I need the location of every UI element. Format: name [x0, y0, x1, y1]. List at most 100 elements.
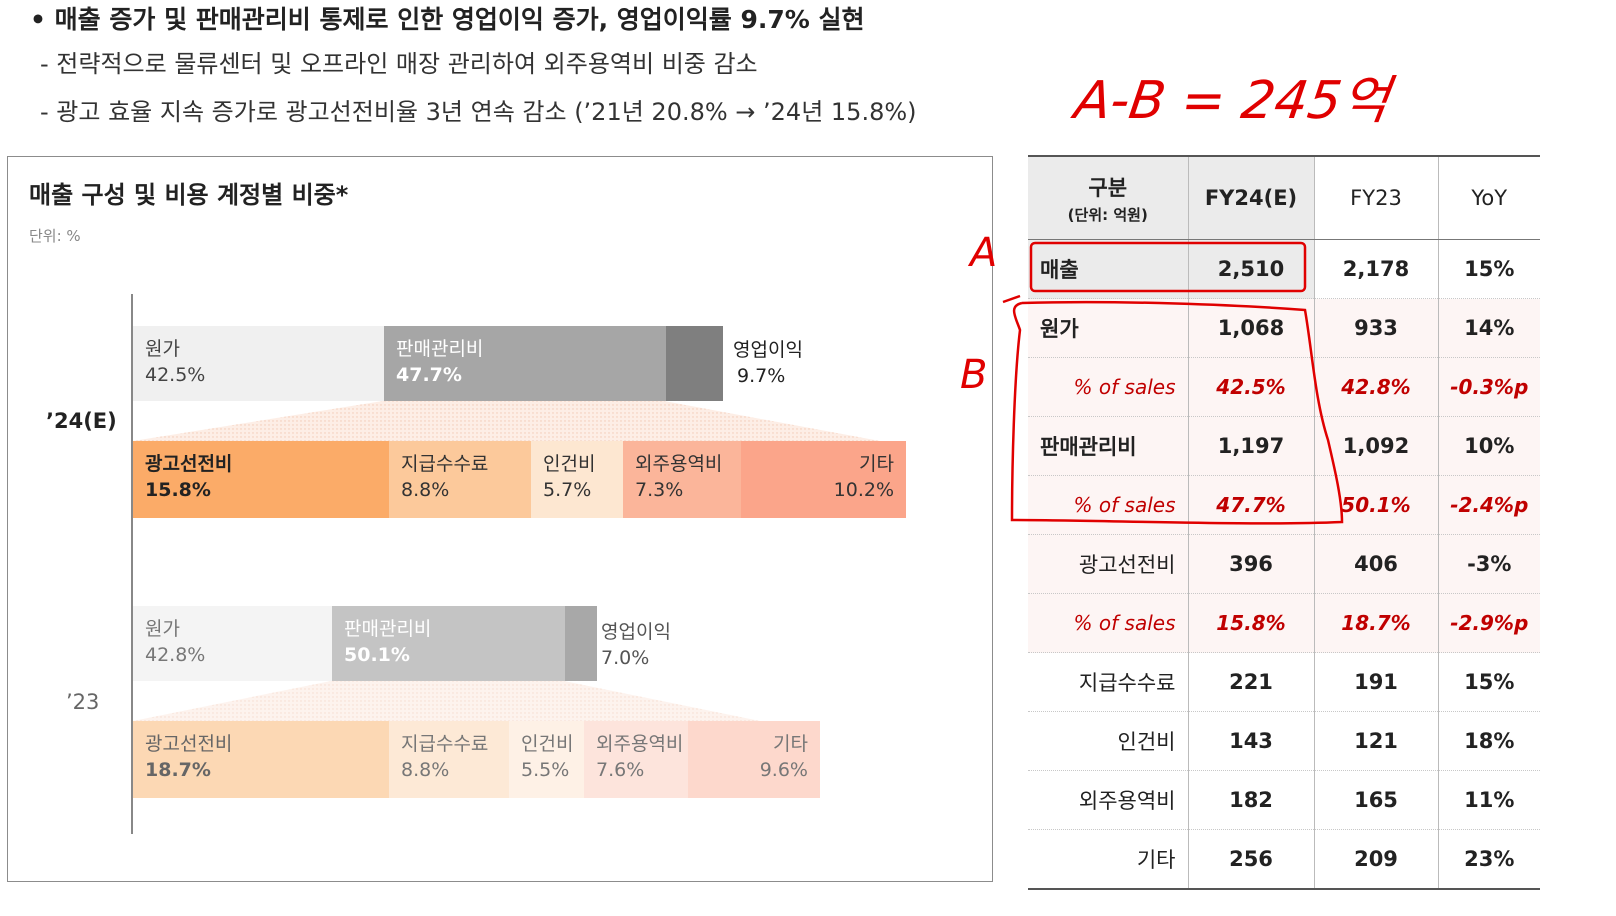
cell-fy23: 191	[1314, 652, 1439, 712]
bar-23-bottom-segment-value: 7.6%	[596, 759, 645, 781]
bar-24-bottom-segment-name: 외주용역비	[635, 453, 723, 475]
bar-24-bottom-segment-value: 7.3%	[635, 479, 684, 501]
table-row: % of sales 15.8% 18.7% -2.9%p	[1028, 593, 1540, 653]
bar-23-top-segment-1: 판매관리비 50.1%	[332, 606, 565, 681]
cell-yoy: 15%	[1438, 239, 1540, 299]
bar-23-bottom-segment-0: 광고선전비 18.7%	[133, 721, 389, 798]
table-row: 매출 2,510 2,178 15%	[1028, 239, 1540, 299]
bar-23-bottom-segment-3: 외주용역비 7.6%	[584, 721, 688, 798]
bar-24-top-segment-name: 판매관리비	[396, 338, 484, 360]
table-row: 판매관리비 1,197 1,092 10%	[1028, 416, 1540, 476]
chart-panel	[7, 156, 993, 882]
bar-23-bottom-segment-name: 외주용역비	[596, 733, 684, 755]
connector-24	[133, 401, 880, 441]
row-label: 지급수수료	[1028, 652, 1189, 712]
cell-yoy: -3%	[1438, 534, 1540, 594]
row-label: 외주용역비	[1028, 770, 1189, 830]
row-label: % of sales	[1028, 357, 1189, 417]
bar-24-top-segment-1: 판매관리비 47.7%	[384, 326, 666, 401]
year-label-23: ’23	[66, 690, 100, 714]
row-label: 원가	[1028, 298, 1189, 358]
bar-23-bottom-segment-value: 18.7%	[145, 759, 211, 781]
cell-fy24: 2,510	[1188, 239, 1315, 299]
bar-23-composition: 원가 42.8% 판매관리비 50.1%	[133, 606, 597, 681]
bar-23-bottom-segment-1: 지급수수료 8.8%	[389, 721, 509, 798]
bar-23-top-segment-2	[565, 606, 597, 681]
cell-yoy: 14%	[1438, 298, 1540, 358]
table-row: 외주용역비 182 165 11%	[1028, 770, 1540, 830]
bar-24-top-segment-0: 원가 42.5%	[133, 326, 384, 401]
cell-fy24: 42.5%	[1188, 357, 1315, 417]
cell-fy24: 182	[1188, 770, 1315, 830]
cell-fy23: 209	[1314, 829, 1439, 890]
cell-fy24: 1,197	[1188, 416, 1315, 476]
bar-24-bottom-segment-value: 8.8%	[401, 479, 450, 501]
bar-23-bottom-segment-value: 5.5%	[521, 759, 570, 781]
cell-yoy: -2.9%p	[1438, 593, 1540, 653]
bar-24-sga-breakdown: 광고선전비 15.8% 지급수수료 8.8% 인건비 5.7% 외주용역비 7.3% 기타 10.…	[133, 441, 906, 518]
bar-24-bottom-segment-name: 인건비	[543, 453, 596, 475]
chart-axis	[131, 294, 133, 834]
header-unit-label: (단위: 억원)	[1067, 205, 1148, 224]
bar-24-top-segment-value: 42.5%	[145, 364, 206, 386]
op-profit-label-24: 영업이익 9.7%	[733, 337, 803, 389]
cell-fy24: 15.8%	[1188, 593, 1315, 653]
annotation-box-a	[1029, 241, 1307, 293]
bar-23-top-segment-name: 판매관리비	[344, 618, 432, 640]
bar-24-bottom-segment-2: 인건비 5.7%	[531, 441, 623, 518]
cell-yoy: 23%	[1438, 829, 1540, 890]
cell-fy23: 406	[1314, 534, 1439, 594]
cell-yoy: -0.3%p	[1438, 357, 1540, 417]
cell-fy23: 121	[1314, 711, 1439, 771]
bar-23-top-segment-name: 원가	[145, 618, 180, 640]
cell-yoy: 10%	[1438, 416, 1540, 476]
sub-bullet-logistics: - 전략적으로 물류센터 및 오프라인 매장 관리하여 외주용역비 비중 감소	[40, 50, 758, 78]
bar-23-bottom-segment-value: 8.8%	[401, 759, 450, 781]
bar-24-top-segment-value: 47.7%	[396, 364, 462, 386]
op-profit-name-23: 영업이익	[601, 621, 671, 643]
bar-24-composition: 원가 42.5% 판매관리비 47.7%	[133, 326, 723, 401]
row-label: % of sales	[1028, 475, 1189, 535]
cell-fy23: 165	[1314, 770, 1439, 830]
table-row: 인건비 143 121 18%	[1028, 711, 1540, 771]
bar-24-bottom-segment-4: 기타 10.2%	[741, 441, 906, 518]
bar-23-bottom-segment-2: 인건비 5.5%	[509, 721, 584, 798]
cell-fy24: 221	[1188, 652, 1315, 712]
header-fy24: FY24(E)	[1188, 155, 1315, 240]
op-profit-value-24: 9.7%	[737, 365, 786, 387]
row-label: 인건비	[1028, 711, 1189, 771]
bar-24-bottom-segment-value: 10.2%	[833, 479, 894, 501]
row-label: 광고선전비	[1028, 534, 1189, 594]
table-row: 원가 1,068 933 14%	[1028, 298, 1540, 358]
table-row: % of sales 47.7% 50.1% -2.4%p	[1028, 475, 1540, 535]
annotation-tick	[1002, 294, 1021, 304]
bar-23-sga-breakdown: 광고선전비 18.7% 지급수수료 8.8% 인건비 5.5% 외주용역비 7.6% 기타 9.6…	[133, 721, 820, 798]
handwritten-b: B	[960, 352, 988, 398]
bar-24-top-segment-name: 원가	[145, 338, 180, 360]
table-row: 지급수수료 221 191 15%	[1028, 652, 1540, 712]
bar-23-bottom-segment-name: 광고선전비	[145, 733, 233, 755]
header-category-label: 구분	[1088, 175, 1128, 200]
header-category: 구분 (단위: 억원)	[1028, 155, 1189, 240]
op-profit-label-23: 영업이익 7.0%	[601, 619, 671, 671]
cell-yoy: 18%	[1438, 711, 1540, 771]
header-yoy: YoY	[1438, 155, 1540, 240]
bar-24-bottom-segment-1: 지급수수료 8.8%	[389, 441, 531, 518]
headline-bullet: • 매출 증가 및 판매관리비 통제로 인한 영업이익 증가, 영업이익률 9.…	[30, 5, 865, 34]
bar-23-bottom-segment-name: 기타	[773, 733, 808, 755]
bar-24-bottom-segment-name: 광고선전비	[145, 453, 233, 475]
cell-fy23: 933	[1314, 298, 1439, 358]
year-label-24: ’24(E)	[46, 409, 117, 433]
cell-fy23: 2,178	[1314, 239, 1439, 299]
handwritten-a: A	[970, 230, 998, 276]
table-row: 기타 256 209 23%	[1028, 829, 1540, 890]
cell-yoy: 15%	[1438, 652, 1540, 712]
cell-fy24: 396	[1188, 534, 1315, 594]
cell-fy23: 42.8%	[1314, 357, 1439, 417]
row-label: 기타	[1028, 829, 1189, 890]
cell-yoy: 11%	[1438, 770, 1540, 830]
bar-24-bottom-segment-3: 외주용역비 7.3%	[623, 441, 741, 518]
op-profit-value-23: 7.0%	[601, 647, 650, 669]
row-label: 판매관리비	[1028, 416, 1189, 476]
